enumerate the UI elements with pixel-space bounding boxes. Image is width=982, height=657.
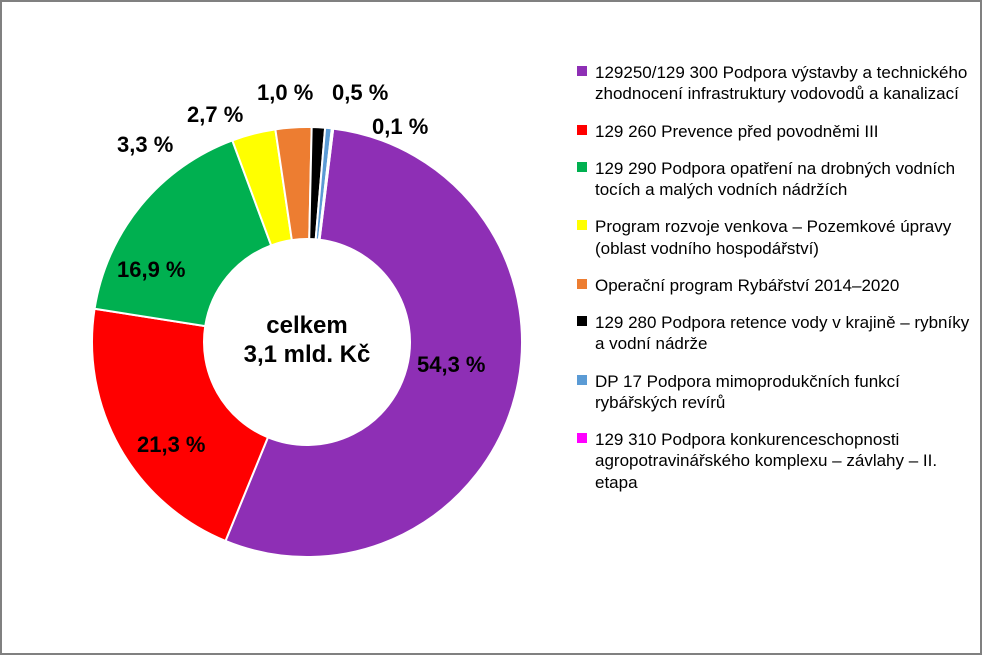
slice-label: 1,0 % <box>257 80 313 106</box>
slice-label: 54,3 % <box>417 352 486 378</box>
legend-marker <box>577 220 587 230</box>
center-label: celkem 3,1 mld. Kč <box>197 312 417 370</box>
legend-item: Program rozvoje venkova – Pozemkové úpra… <box>577 216 972 259</box>
legend-marker <box>577 316 587 326</box>
slice-label: 2,7 % <box>187 102 243 128</box>
slice-label: 0,1 % <box>372 114 428 140</box>
legend-marker <box>577 433 587 443</box>
legend-text: 129250/129 300 Podpora výstavby a techni… <box>595 62 972 105</box>
legend-text: 129 280 Podpora retence vody v krajině –… <box>595 312 972 355</box>
legend-item: Operační program Rybářství 2014–2020 <box>577 275 972 296</box>
donut-chart: celkem 3,1 mld. Kč 54,3 % 21,3 % 16,9 % 3,3… <box>2 2 577 657</box>
center-label-line1: celkem <box>266 312 347 339</box>
legend-marker <box>577 375 587 385</box>
center-label-line2: 3,1 mld. Kč <box>244 341 371 368</box>
legend-text: Program rozvoje venkova – Pozemkové úpra… <box>595 216 972 259</box>
chart-frame: celkem 3,1 mld. Kč 54,3 % 21,3 % 16,9 % 3,3… <box>0 0 982 655</box>
legend-item: DP 17 Podpora mimoprodukčních funkcí ryb… <box>577 371 972 414</box>
legend-marker <box>577 279 587 289</box>
legend-item: 129 260 Prevence před povodněmi III <box>577 121 972 142</box>
legend-text: 129 290 Podpora opatření na drobných vod… <box>595 158 972 201</box>
legend-marker <box>577 66 587 76</box>
legend-item: 129250/129 300 Podpora výstavby a techni… <box>577 62 972 105</box>
slice-label: 16,9 % <box>117 257 186 283</box>
legend-text: DP 17 Podpora mimoprodukčních funkcí ryb… <box>595 371 972 414</box>
legend-marker <box>577 125 587 135</box>
legend: 129250/129 300 Podpora výstavby a techni… <box>577 62 972 509</box>
legend-text: 129 310 Podpora konkurenceschopnosti agr… <box>595 429 972 493</box>
slice-label: 21,3 % <box>137 432 206 458</box>
slice-label: 0,5 % <box>332 80 388 106</box>
legend-item: 129 280 Podpora retence vody v krajině –… <box>577 312 972 355</box>
legend-marker <box>577 162 587 172</box>
legend-item: 129 310 Podpora konkurenceschopnosti agr… <box>577 429 972 493</box>
slice-label: 3,3 % <box>117 132 173 158</box>
legend-text: Operační program Rybářství 2014–2020 <box>595 275 972 296</box>
legend-text: 129 260 Prevence před povodněmi III <box>595 121 972 142</box>
legend-item: 129 290 Podpora opatření na drobných vod… <box>577 158 972 201</box>
